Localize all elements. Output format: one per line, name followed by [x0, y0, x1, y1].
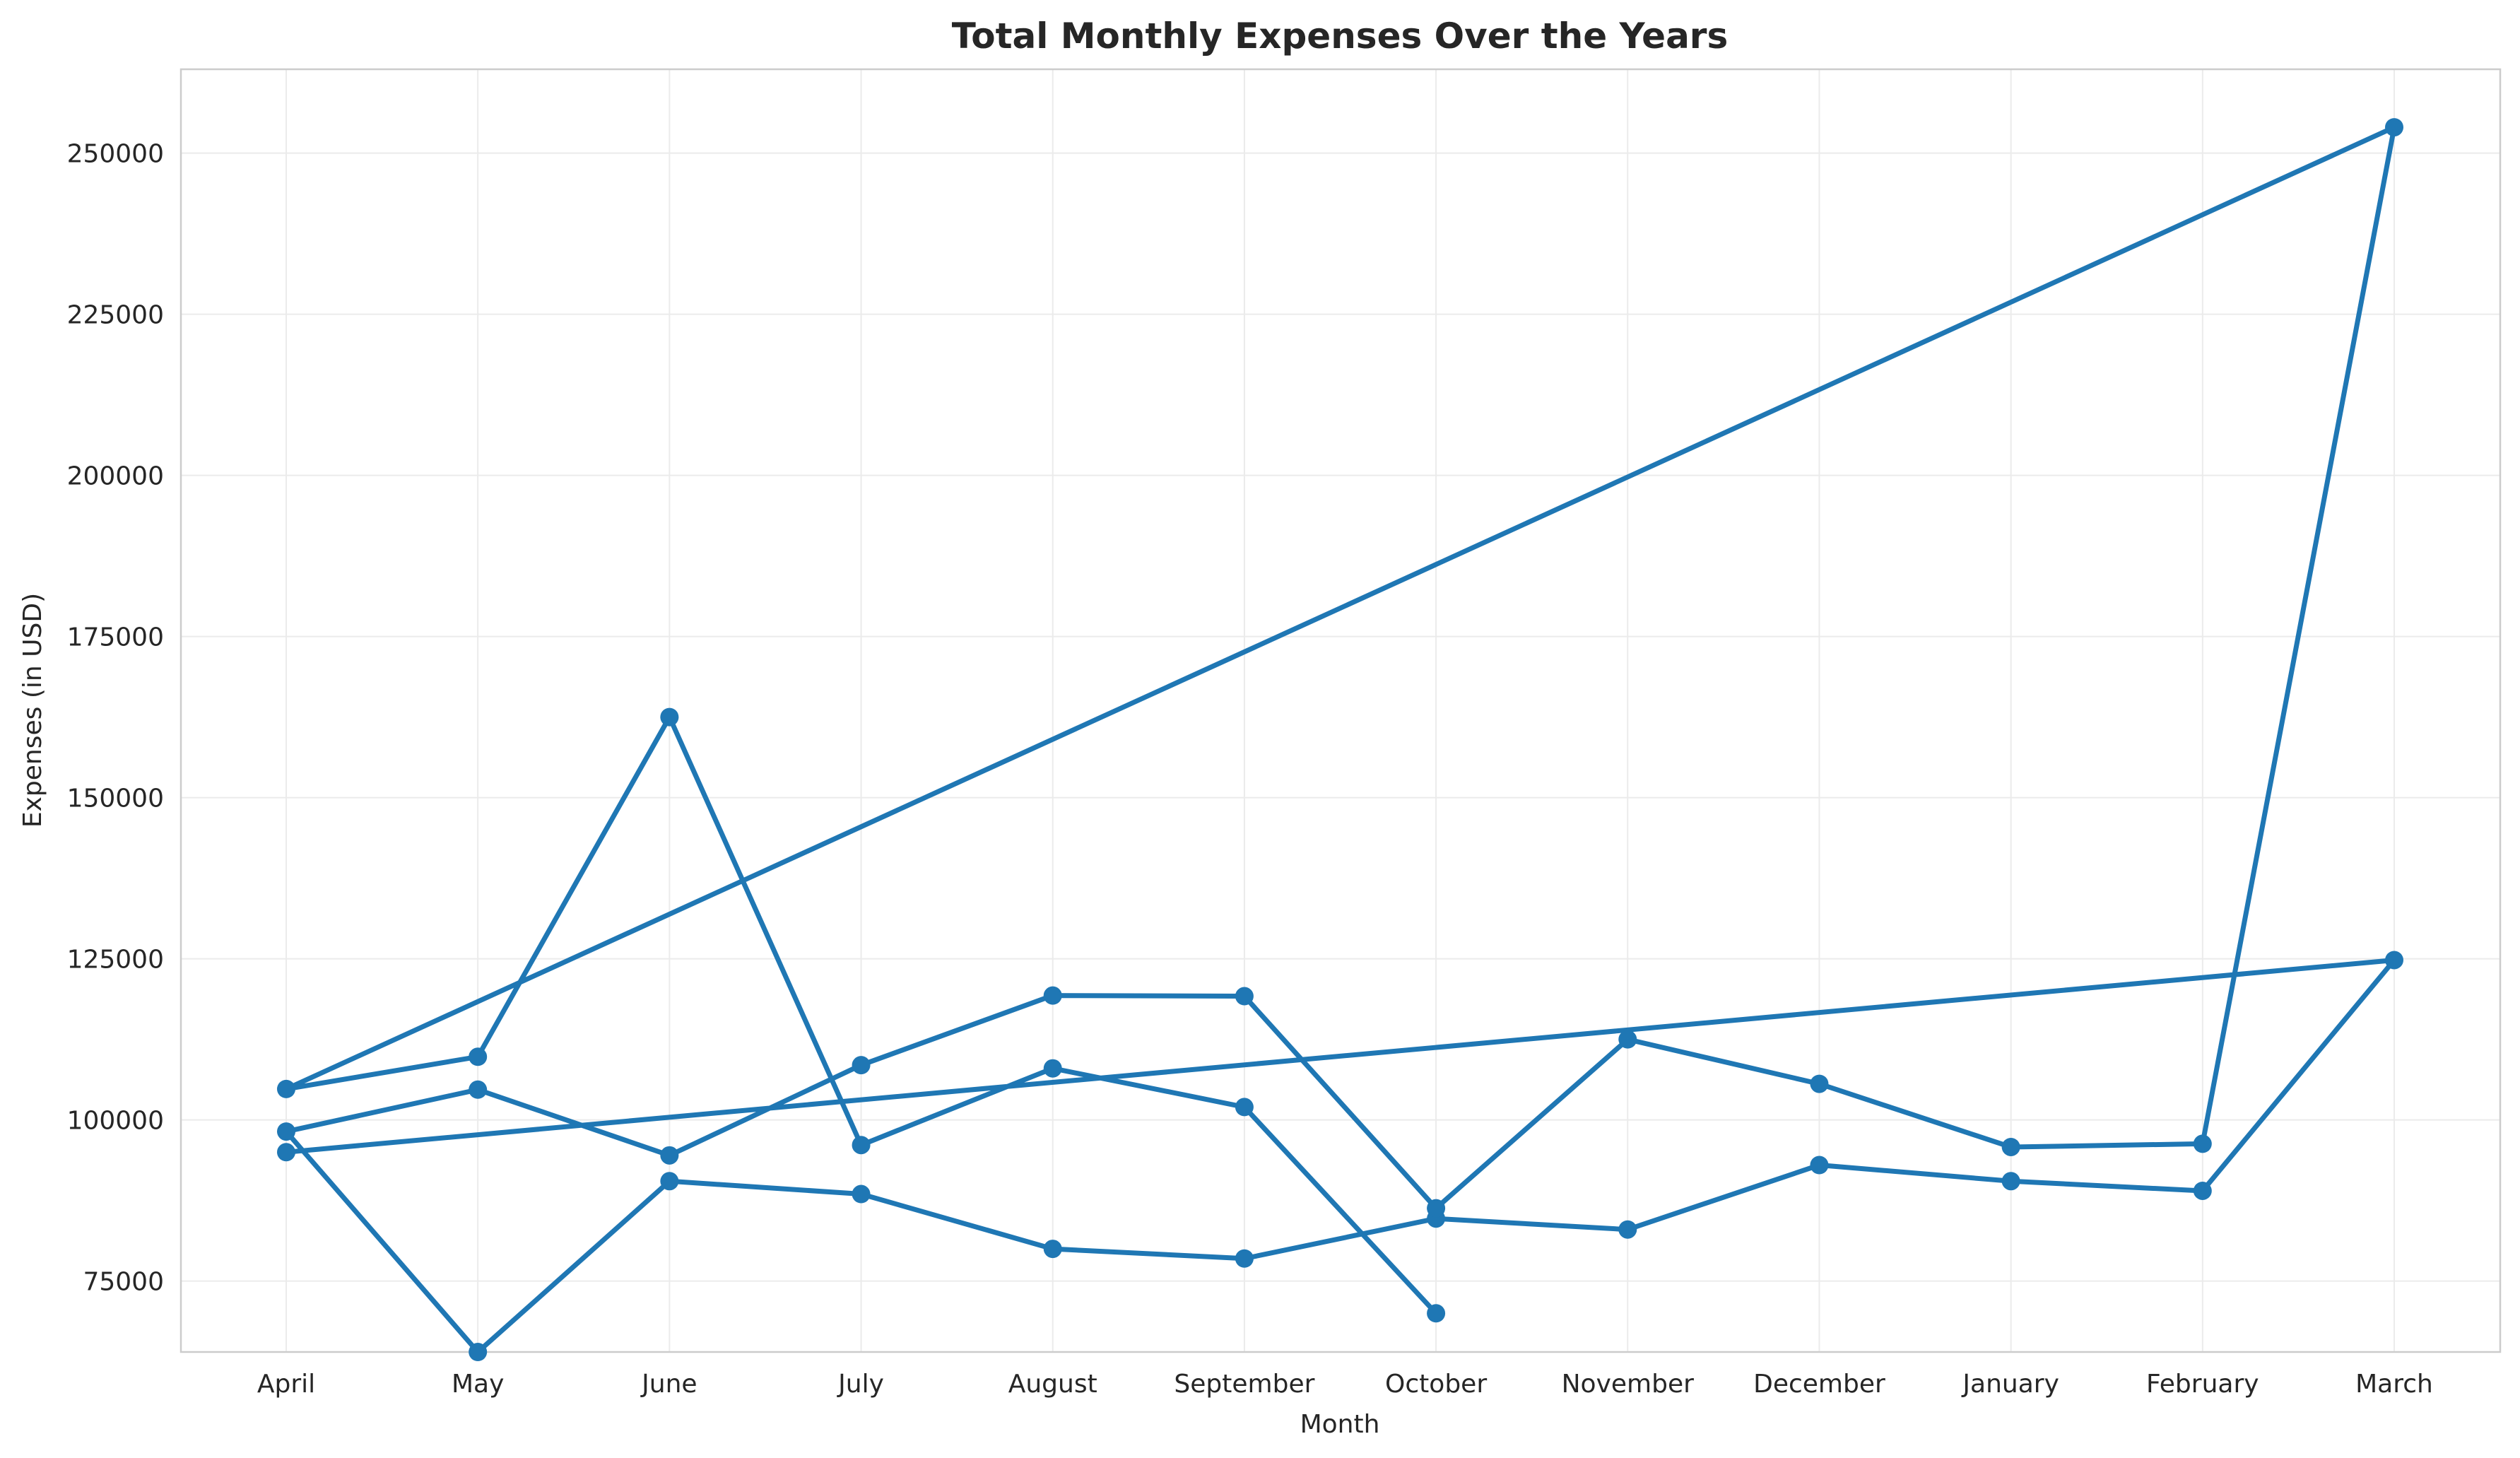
data-point — [277, 1122, 295, 1141]
data-point — [1810, 1156, 1829, 1175]
plot-frame — [179, 68, 2502, 1353]
data-point — [1043, 1059, 1062, 1078]
x-tick-label: November — [1562, 1370, 1694, 1399]
x-tick-label: March — [2355, 1370, 2433, 1399]
data-point — [2193, 1134, 2212, 1153]
y-tick-label: 175000 — [67, 623, 164, 652]
x-tick-label: June — [640, 1370, 697, 1399]
data-point — [1427, 1304, 1446, 1323]
x-tick-label: October — [1385, 1370, 1487, 1399]
y-tick-label: 100000 — [67, 1107, 164, 1136]
x-tick-label: September — [1174, 1370, 1314, 1399]
data-point — [2385, 118, 2403, 137]
series-line — [283, 124, 2397, 1355]
data-point — [277, 1143, 295, 1162]
data-point — [852, 1136, 871, 1155]
data-point — [1810, 1074, 1829, 1093]
x-tick-label: August — [1008, 1370, 1097, 1399]
data-point — [2193, 1181, 2212, 1200]
x-tick-label: February — [2146, 1370, 2259, 1399]
data-point — [660, 1146, 679, 1165]
data-point — [660, 1172, 679, 1191]
data-point — [1043, 986, 1062, 1005]
y-axis-title: Expenses (in USD) — [18, 593, 47, 828]
data-point — [469, 1080, 488, 1099]
data-point — [1427, 1199, 1446, 1218]
data-point — [2385, 951, 2403, 970]
data-point — [1618, 1030, 1637, 1049]
series-layer — [277, 118, 2403, 1361]
x-tick-labels: April May June July August September October No… — [257, 1370, 2433, 1399]
grid-layer — [181, 69, 2500, 1352]
y-tick-label: 250000 — [67, 140, 164, 169]
data-point — [2001, 1172, 2020, 1191]
y-tick-label: 75000 — [83, 1268, 164, 1297]
y-tick-label: 225000 — [67, 301, 164, 330]
y-tick-labels: 75000 100000 125000 150000 175000 200000 22500… — [67, 140, 164, 1297]
y-tick-label: 200000 — [67, 462, 164, 491]
data-point — [1235, 987, 1254, 1006]
data-point — [852, 1184, 871, 1204]
data-point — [1235, 1249, 1254, 1268]
data-point — [1043, 1240, 1062, 1259]
y-tick-label: 125000 — [67, 946, 164, 975]
data-point — [469, 1343, 488, 1361]
data-point — [469, 1047, 488, 1066]
data-point — [1618, 1220, 1637, 1239]
data-point — [2001, 1137, 2020, 1156]
x-axis-title: Month — [1300, 1410, 1380, 1439]
data-point — [1235, 1098, 1254, 1117]
x-tick-label: December — [1753, 1370, 1885, 1399]
x-tick-label: January — [1961, 1370, 2059, 1399]
data-point — [277, 1079, 295, 1098]
x-tick-label: May — [452, 1370, 504, 1399]
chart-title: Total Monthly Expenses Over the Years — [952, 16, 1728, 57]
x-tick-label: July — [837, 1370, 884, 1399]
y-tick-label: 150000 — [67, 784, 164, 813]
x-tick-label: April — [257, 1370, 315, 1399]
data-point — [852, 1056, 871, 1075]
data-point — [660, 707, 679, 727]
